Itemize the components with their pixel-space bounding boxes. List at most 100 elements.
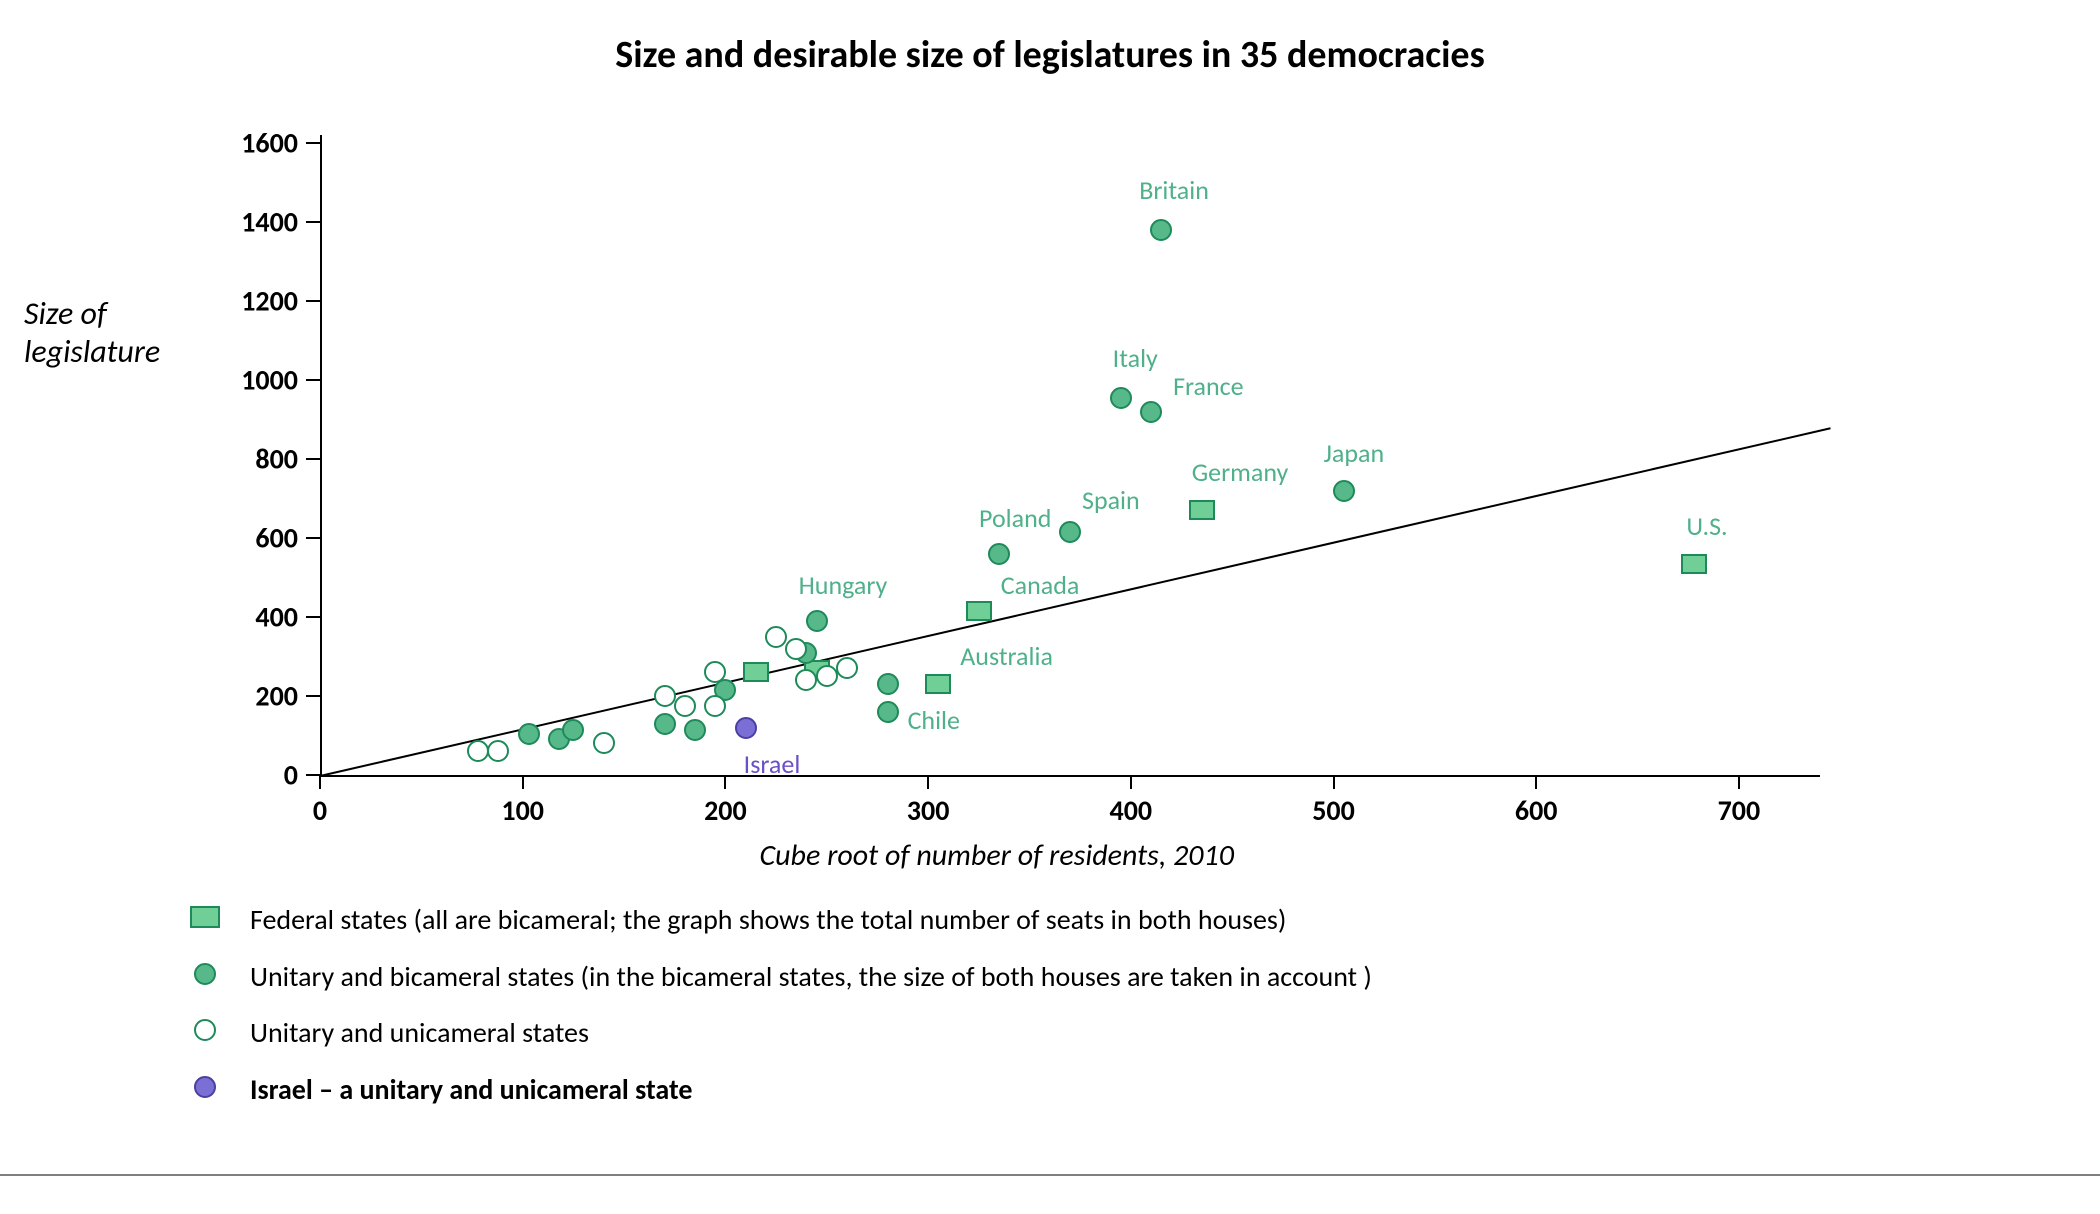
chart-title: Size and desirable size of legislatures … xyxy=(0,32,2100,78)
y-tick-label: 1000 xyxy=(208,362,298,397)
circle-icon xyxy=(194,1019,216,1041)
circle-marker xyxy=(1140,401,1162,423)
circle-marker xyxy=(1150,219,1172,241)
y-tick-mark xyxy=(306,616,320,618)
page: Size and desirable size of legislatures … xyxy=(0,0,2100,1214)
circle-marker xyxy=(654,685,676,707)
y-tick-mark xyxy=(306,221,320,223)
legend-text: Unitary and unicameral states xyxy=(250,1013,589,1054)
circle-marker xyxy=(704,661,726,683)
point-label: Poland xyxy=(979,502,1051,534)
y-tick-label: 1600 xyxy=(208,125,298,160)
x-axis-label: Cube root of number of residents, 2010 xyxy=(759,837,1233,874)
point-label: Israel xyxy=(744,748,801,780)
y-tick-mark xyxy=(306,458,320,460)
legend-item: Unitary and unicameral states xyxy=(160,1013,1372,1054)
point-label: Hungary xyxy=(799,569,888,601)
circle-marker xyxy=(816,665,838,687)
legend-text: Unitary and bicameral states (in the bic… xyxy=(250,957,1372,998)
x-tick-label: 700 xyxy=(1718,793,1761,828)
circle-marker xyxy=(1059,521,1081,543)
circle-marker xyxy=(1110,387,1132,409)
y-axis-label: Size of legislature xyxy=(24,295,224,372)
square-marker xyxy=(925,674,951,694)
square-marker xyxy=(1189,500,1215,520)
x-tick-label: 600 xyxy=(1515,793,1558,828)
legend-swatch xyxy=(160,1070,250,1098)
legend-swatch xyxy=(160,900,250,928)
square-marker xyxy=(743,662,769,682)
y-tick-label: 800 xyxy=(208,441,298,476)
x-tick-mark xyxy=(522,775,524,789)
circle-icon xyxy=(194,963,216,985)
legend-item: Federal states (all are bicameral; the g… xyxy=(160,900,1372,941)
legend-item: Unitary and bicameral states (in the bic… xyxy=(160,957,1372,998)
circle-marker xyxy=(674,695,696,717)
circle-marker xyxy=(518,723,540,745)
y-tick-mark xyxy=(306,142,320,144)
legend: Federal states (all are bicameral; the g… xyxy=(160,900,1372,1126)
y-tick-label: 0 xyxy=(208,758,298,793)
x-tick-label: 500 xyxy=(1312,793,1355,828)
circle-marker xyxy=(765,626,787,648)
square-marker xyxy=(1681,554,1707,574)
y-tick-mark xyxy=(306,695,320,697)
circle-marker xyxy=(877,673,899,695)
legend-text: Israel – a unitary and unicameral state xyxy=(250,1070,692,1111)
y-tick-label: 1400 xyxy=(208,204,298,239)
x-tick-label: 0 xyxy=(313,793,327,828)
legend-swatch xyxy=(160,1013,250,1041)
circle-marker xyxy=(988,543,1010,565)
y-tick-mark xyxy=(306,774,320,776)
point-label: Italy xyxy=(1113,342,1158,374)
point-label: Japan xyxy=(1324,437,1385,469)
point-label: Spain xyxy=(1082,484,1140,516)
regression-line xyxy=(320,427,1831,777)
circle-marker xyxy=(735,717,757,739)
circle-marker xyxy=(877,701,899,723)
page-bottom-rule xyxy=(0,1174,2100,1176)
legend-text: Federal states (all are bicameral; the g… xyxy=(250,900,1286,941)
y-tick-mark xyxy=(306,300,320,302)
circle-marker xyxy=(704,695,726,717)
point-label: U.S. xyxy=(1686,510,1727,542)
x-tick-mark xyxy=(1130,775,1132,789)
y-axis-line xyxy=(320,135,322,775)
circle-marker xyxy=(806,610,828,632)
point-label: Canada xyxy=(1001,569,1080,601)
circle-marker xyxy=(684,719,706,741)
point-label: France xyxy=(1173,370,1244,402)
circle-marker xyxy=(593,732,615,754)
x-axis-line xyxy=(320,775,1820,777)
plot-area: 0200400600800100012001400160001002003004… xyxy=(320,135,1820,775)
circle-icon xyxy=(194,1076,216,1098)
x-tick-label: 200 xyxy=(704,793,747,828)
x-tick-label: 300 xyxy=(907,793,950,828)
y-tick-mark xyxy=(306,379,320,381)
point-label: Germany xyxy=(1192,456,1289,488)
legend-item: Israel – a unitary and unicameral state xyxy=(160,1070,1372,1111)
legend-swatch xyxy=(160,957,250,985)
y-tick-label: 400 xyxy=(208,599,298,634)
y-tick-label: 600 xyxy=(208,520,298,555)
x-tick-label: 100 xyxy=(501,793,544,828)
x-tick-label: 400 xyxy=(1110,793,1153,828)
circle-marker xyxy=(785,638,807,660)
x-tick-mark xyxy=(1333,775,1335,789)
x-tick-mark xyxy=(1535,775,1537,789)
circle-marker xyxy=(467,740,489,762)
square-icon xyxy=(190,906,220,928)
circle-marker xyxy=(836,657,858,679)
point-label: Chile xyxy=(908,704,960,736)
point-label: Britain xyxy=(1139,174,1209,206)
point-label: Australia xyxy=(960,640,1053,672)
x-tick-mark xyxy=(927,775,929,789)
x-tick-mark xyxy=(724,775,726,789)
circle-marker xyxy=(795,669,817,691)
square-marker xyxy=(966,601,992,621)
circle-marker xyxy=(562,719,584,741)
circle-marker xyxy=(487,740,509,762)
y-tick-label: 200 xyxy=(208,678,298,713)
y-tick-label: 1200 xyxy=(208,283,298,318)
circle-marker xyxy=(654,713,676,735)
